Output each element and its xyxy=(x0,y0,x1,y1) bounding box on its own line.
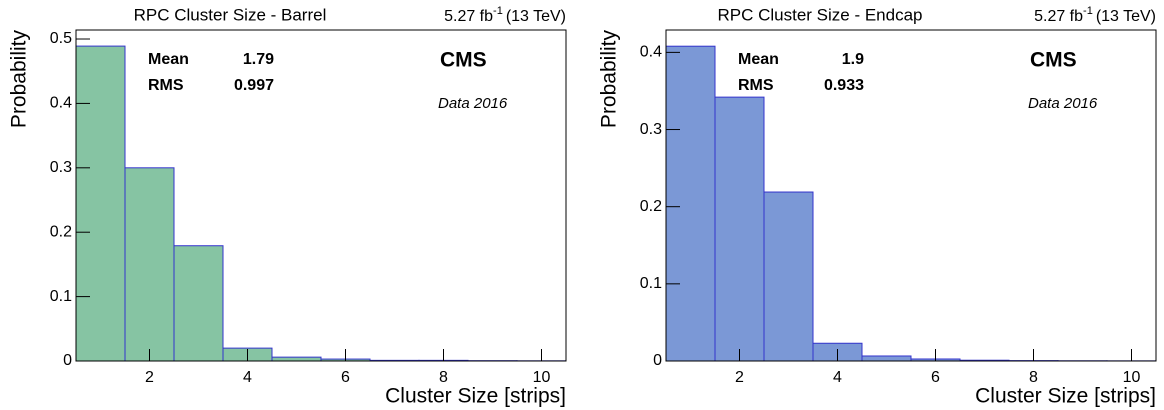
chart-title: RPC Cluster Size - Barrel xyxy=(134,5,327,24)
chart-panel: 2 4 6 8 10 0 0.1 0.2 0.3 0.4 0.5 RPC Cluster Size -… xyxy=(8,5,567,408)
y-axis-label: Probability xyxy=(8,30,31,129)
stat-value: 1.9 xyxy=(842,51,864,68)
lumi-unit-sup: -1 xyxy=(493,5,503,17)
y-tick-label: 0.3 xyxy=(50,159,72,176)
y-tick-label: 0.3 xyxy=(640,121,662,138)
x-tick-label: 4 xyxy=(833,369,842,386)
x-tick-label: 4 xyxy=(243,369,252,386)
lumi-unit-sup: -1 xyxy=(1083,5,1093,17)
luminosity: 5.27 fb-1 (13 TeV) xyxy=(1034,5,1156,25)
bar xyxy=(124,167,175,362)
bar xyxy=(763,191,814,362)
y-tick-label: 0.1 xyxy=(50,288,72,305)
bar xyxy=(173,245,224,362)
lumi-value: 5.27 fb xyxy=(444,8,493,25)
y-tick-label: 0.2 xyxy=(640,198,662,215)
dataset-label: Data 2016 xyxy=(1028,95,1098,112)
stat-value: 0.933 xyxy=(824,77,864,94)
stat-label: Mean xyxy=(738,51,779,68)
x-tick-label: 8 xyxy=(439,369,448,386)
plot-frame xyxy=(75,29,567,362)
experiment-label: CMS xyxy=(440,49,487,72)
stat-label: RMS xyxy=(738,77,774,94)
x-axis-label: Cluster Size [strips] xyxy=(385,385,566,408)
bar xyxy=(75,45,126,362)
lumi-value: 5.27 fb xyxy=(1034,8,1083,25)
y-tick-label: 0.5 xyxy=(50,30,72,47)
stat-label: Mean xyxy=(148,51,189,68)
x-tick-label: 2 xyxy=(735,369,744,386)
x-tick-label: 6 xyxy=(341,369,350,386)
plot-frame xyxy=(665,29,1157,362)
bar xyxy=(714,96,765,362)
energy: (13 TeV) xyxy=(1096,8,1156,25)
chart-panel: 2 4 6 8 10 0 0.1 0.2 0.3 0.4 RPC Cluster Size - En… xyxy=(598,5,1157,408)
x-tick-label: 10 xyxy=(533,369,551,386)
bar xyxy=(271,356,322,362)
y-tick-label: 0 xyxy=(63,352,72,369)
y-tick-label: 0 xyxy=(653,352,662,369)
x-axis-label: Cluster Size [strips] xyxy=(975,385,1156,408)
dataset-label: Data 2016 xyxy=(438,95,508,112)
y-tick-label: 0.4 xyxy=(50,95,72,112)
energy: (13 TeV) xyxy=(506,8,566,25)
chart-title: RPC Cluster Size - Endcap xyxy=(717,5,922,24)
x-tick-label: 2 xyxy=(145,369,154,386)
y-axis-label: Probability xyxy=(598,30,621,129)
x-tick-label: 10 xyxy=(1123,369,1141,386)
luminosity: 5.27 fb-1 (13 TeV) xyxy=(444,5,566,25)
x-tick-label: 8 xyxy=(1029,369,1038,386)
y-tick-label: 0.4 xyxy=(640,44,662,61)
experiment-label: CMS xyxy=(1030,49,1077,72)
stat-value: 0.997 xyxy=(234,77,274,94)
stat-value: 1.79 xyxy=(243,51,274,68)
y-tick-label: 0.1 xyxy=(640,275,662,292)
bar xyxy=(665,45,716,362)
y-tick-label: 0.2 xyxy=(50,223,72,240)
bar xyxy=(861,355,912,362)
stat-label: RMS xyxy=(148,77,184,94)
x-tick-label: 6 xyxy=(931,369,940,386)
